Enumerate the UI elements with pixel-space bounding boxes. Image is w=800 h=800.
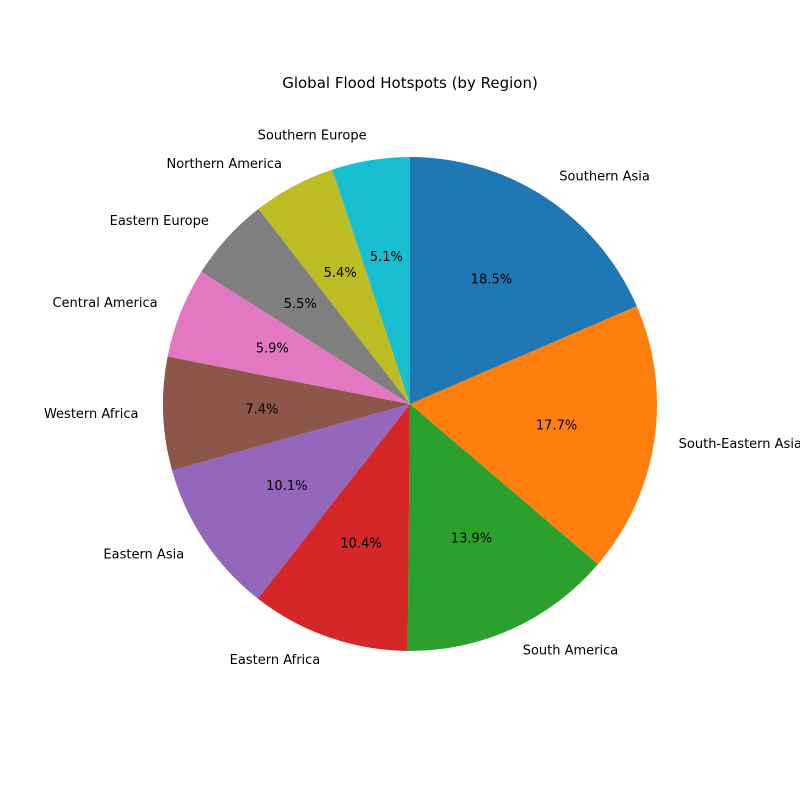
percent-label: 10.4%: [340, 536, 381, 551]
chart-title: Global Flood Hotspots (by Region): [282, 74, 538, 92]
slice-label: Central America: [52, 296, 157, 311]
percent-label: 18.5%: [471, 273, 512, 288]
slice-label: Northern America: [167, 157, 282, 172]
pie-slice-eastern-africa: [257, 404, 410, 651]
percent-label: 17.7%: [536, 419, 577, 434]
percent-labels: 18.5% 17.7% 13.9% 10.4% 10.1% 7.4% 5.9% 5.5% 5.4…: [245, 250, 577, 551]
percent-label: 10.1%: [266, 479, 307, 494]
percent-label: 13.9%: [451, 531, 492, 546]
pie-slice-northern-america: [258, 169, 410, 404]
pie-slice-western-africa: [163, 356, 410, 471]
slice-label: South-Eastern Asia: [679, 437, 800, 452]
pie-slice-southern-asia: [410, 157, 637, 404]
pie-slice-south-america: [407, 404, 598, 652]
pie-slice-south-eastern-asia: [410, 306, 657, 565]
slice-name-labels: Southern Asia South-Eastern Asia South Ame…: [44, 128, 800, 668]
pie-slices: [163, 157, 657, 652]
pie-slice-eastern-asia: [172, 404, 410, 599]
percent-label: 5.4%: [324, 266, 357, 281]
slice-label: Southern Asia: [559, 170, 650, 185]
pie-slice-eastern-europe: [201, 208, 410, 404]
pie-slice-southern-europe: [332, 157, 410, 404]
slice-label: Eastern Europe: [110, 214, 209, 229]
percent-label: 7.4%: [245, 402, 278, 417]
percent-label: 5.1%: [370, 250, 403, 265]
slice-label: Eastern Asia: [103, 548, 184, 563]
slice-label: Western Africa: [44, 407, 139, 422]
slice-label: South America: [523, 644, 619, 659]
pie-slice-central-america: [167, 271, 410, 404]
slice-label: Eastern Africa: [230, 653, 321, 668]
percent-label: 5.9%: [256, 342, 289, 357]
slice-label: Southern Europe: [258, 128, 367, 143]
percent-label: 5.5%: [284, 297, 317, 312]
